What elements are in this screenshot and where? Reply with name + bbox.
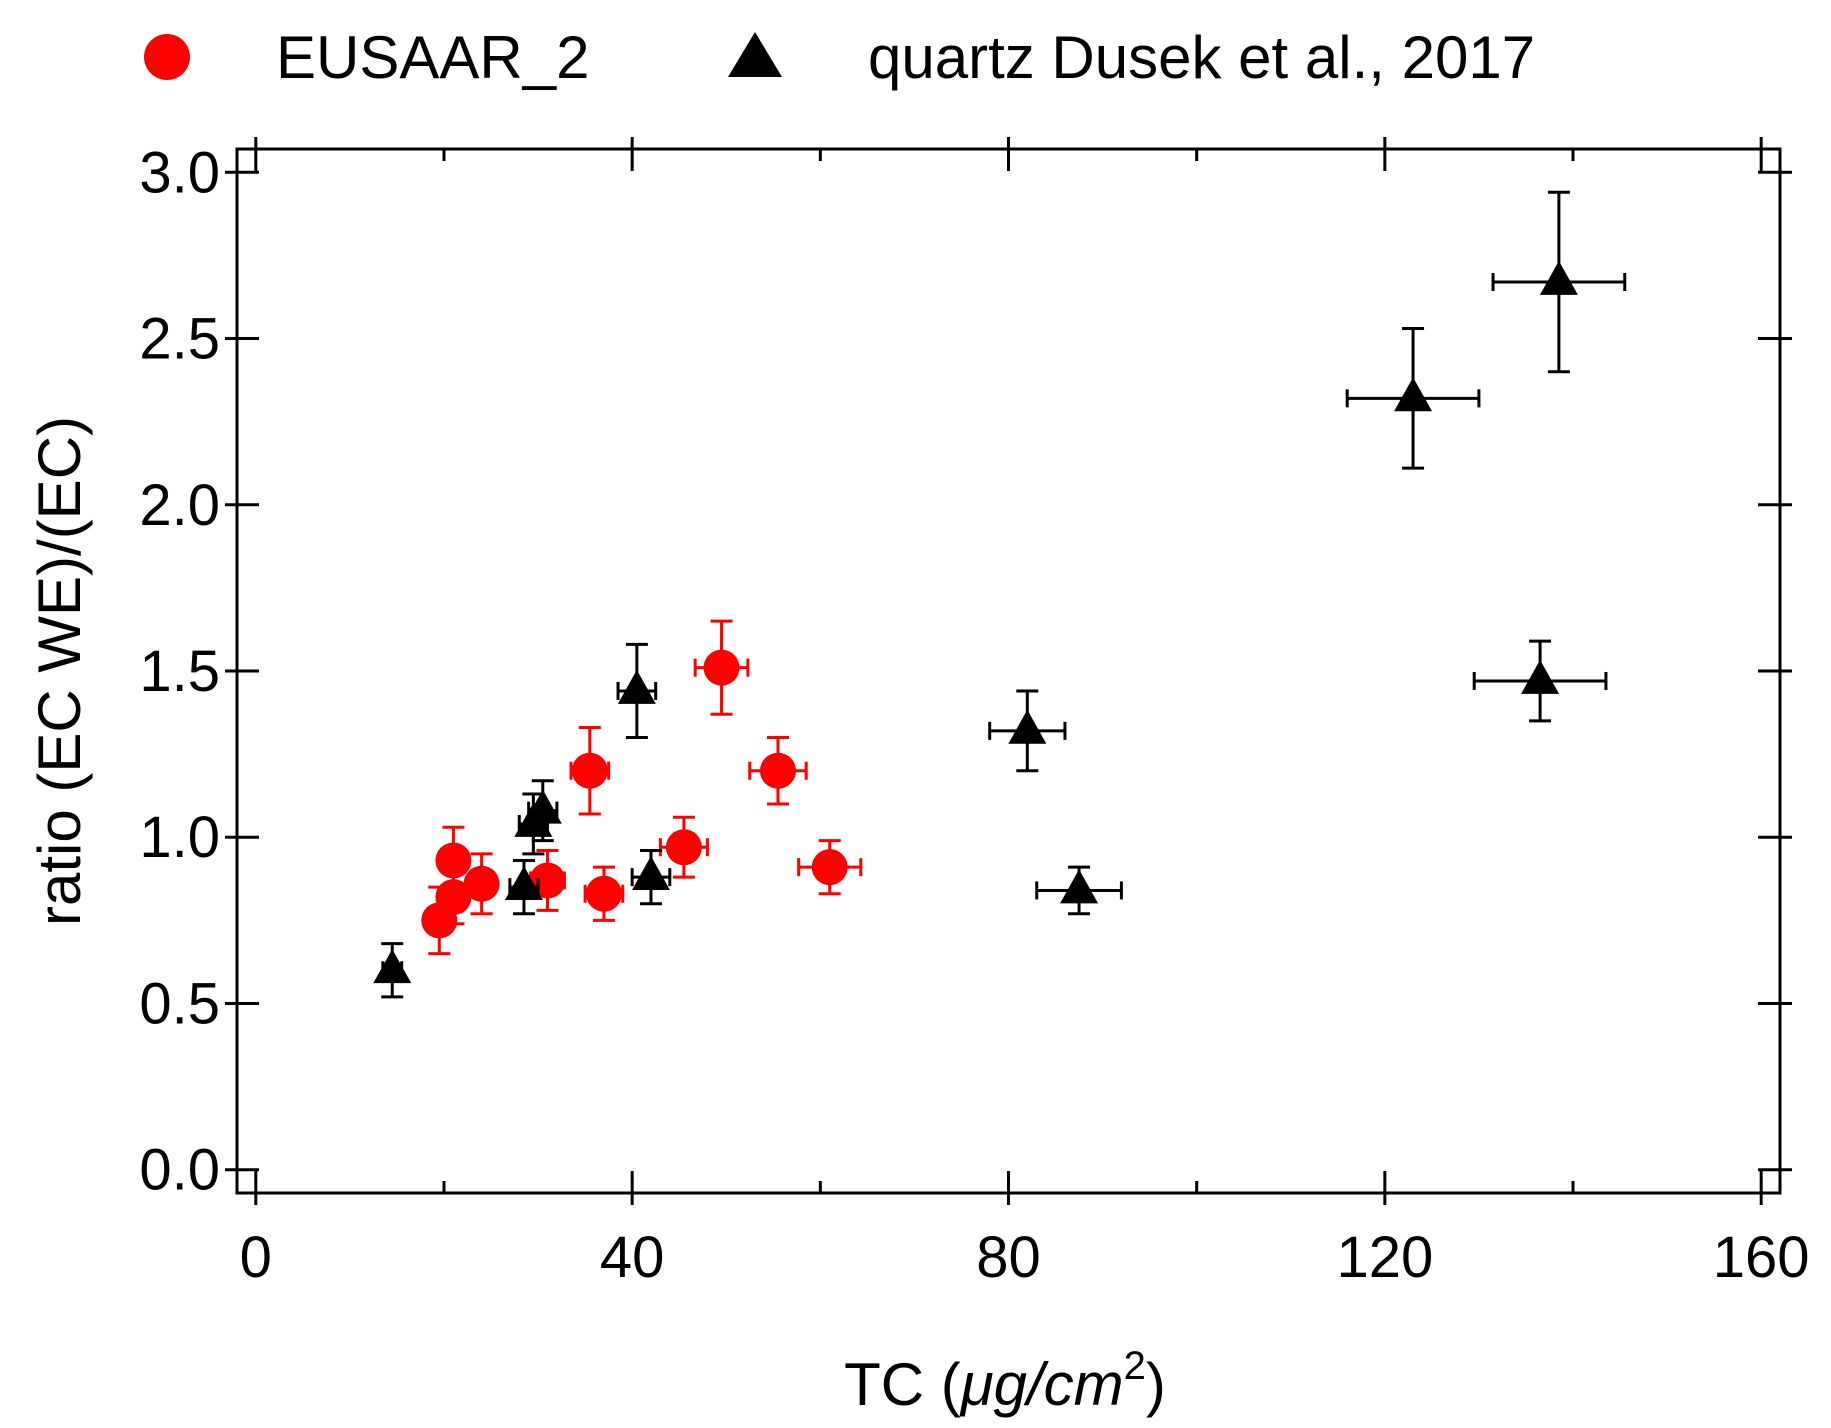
y-tick-label: 0.5 <box>139 971 220 1036</box>
legend-marker-eusaar <box>144 34 190 80</box>
quartz-point <box>1394 377 1433 412</box>
y-tick-labels: 0.0 0.5 1.0 1.5 2.0 2.5 3.0 <box>139 140 220 1202</box>
x-tick-label: 120 <box>1336 1225 1433 1290</box>
quartz-point <box>1060 869 1099 904</box>
series-quartz <box>373 190 1627 999</box>
quartz-point <box>1008 709 1047 744</box>
y-tick-label: 1.5 <box>139 639 220 704</box>
x-tick-label: 40 <box>600 1225 665 1290</box>
eusaar-point <box>811 849 848 886</box>
eusaar-point <box>759 752 796 789</box>
series-eusaar <box>421 619 863 956</box>
quartz-point <box>523 789 562 824</box>
legend-marker-quartz <box>728 32 782 77</box>
plot-frame <box>235 147 1782 1195</box>
eusaar-point <box>585 875 622 912</box>
quartz-point <box>617 669 656 704</box>
y-axis-title: ratio (EC WE)/(EC) <box>26 416 93 926</box>
eusaar-point <box>435 879 472 916</box>
x-axis-title: TC (μg/cm2) <box>844 1344 1166 1418</box>
axis-ticks <box>225 137 1792 1205</box>
quartz-point <box>504 866 543 901</box>
eusaar-point <box>435 842 472 879</box>
quartz-point <box>373 949 412 984</box>
legend: EUSAAR_2 quartz Dusek et al., 2017 <box>144 24 1535 91</box>
y-tick-label: 2.5 <box>139 307 220 372</box>
y-tick-label: 2.0 <box>139 473 220 538</box>
eusaar-point <box>463 865 500 902</box>
eusaar-point <box>703 649 740 686</box>
quartz-point <box>631 856 670 891</box>
legend-label-quartz: quartz Dusek et al., 2017 <box>868 24 1535 91</box>
eusaar-point <box>665 829 702 866</box>
x-tick-label: 80 <box>976 1225 1041 1290</box>
quartz-point <box>1539 260 1578 295</box>
x-tick-label: 160 <box>1713 1225 1810 1290</box>
y-tick-label: 1.0 <box>139 805 220 870</box>
eusaar-point <box>571 752 608 789</box>
legend-label-eusaar: EUSAAR_2 <box>276 24 589 91</box>
y-tick-label: 3.0 <box>139 140 220 205</box>
quartz-point <box>1521 659 1560 694</box>
y-tick-label: 0.0 <box>139 1138 220 1203</box>
x-tick-labels: 0 40 80 120 160 <box>240 1225 1810 1290</box>
x-tick-label: 0 <box>240 1225 272 1290</box>
